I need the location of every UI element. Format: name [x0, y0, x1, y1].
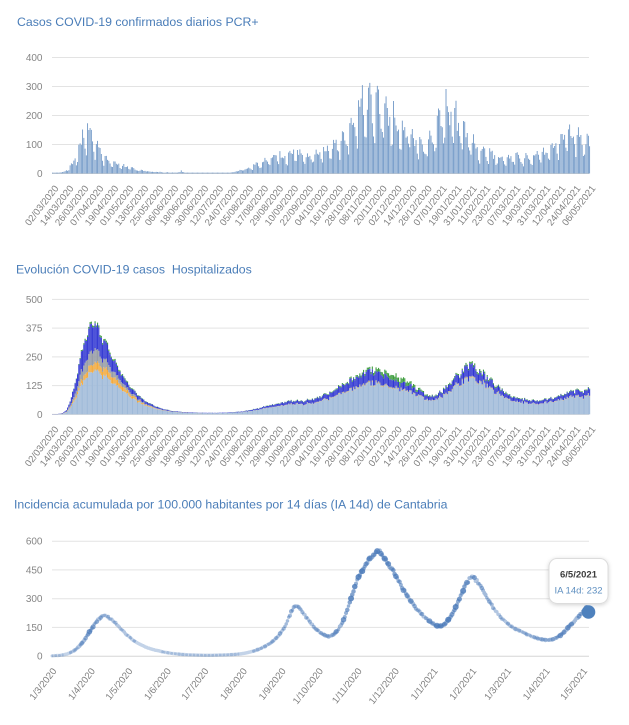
svg-text:450: 450 [26, 565, 43, 576]
svg-text:250: 250 [26, 352, 43, 363]
svg-text:300: 300 [26, 82, 43, 93]
svg-text:500: 500 [26, 295, 43, 306]
svg-text:Casos COVID-19 confirmados dia: Casos COVID-19 confirmados diarios PCR+ [17, 15, 259, 29]
svg-text:125: 125 [26, 381, 43, 392]
svg-text:IA 14d: 232: IA 14d: 232 [554, 586, 602, 597]
svg-text:6/5/2021: 6/5/2021 [560, 570, 598, 581]
svg-text:0: 0 [37, 410, 43, 421]
svg-text:200: 200 [26, 111, 43, 122]
svg-text:150: 150 [26, 623, 43, 634]
svg-text:600: 600 [26, 537, 43, 548]
svg-text:300: 300 [26, 594, 43, 605]
svg-text:Incidencia acumulada por 100.0: Incidencia acumulada por 100.000 habitan… [14, 498, 448, 512]
svg-text:0: 0 [37, 652, 43, 663]
svg-text:Evolución COVID-19 casos Hosp: Evolución COVID-19 casos Hospitalizados [16, 263, 252, 277]
svg-text:375: 375 [26, 324, 43, 335]
svg-text:100: 100 [26, 140, 43, 151]
svg-text:0: 0 [37, 169, 43, 180]
svg-text:400: 400 [26, 53, 43, 64]
